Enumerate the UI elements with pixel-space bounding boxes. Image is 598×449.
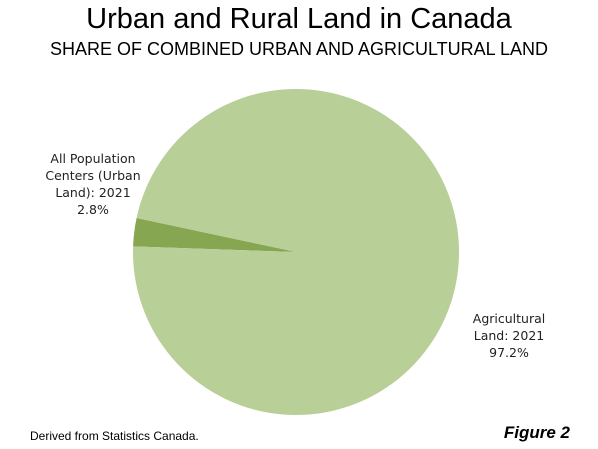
pie-slices — [133, 88, 460, 415]
source-note: Derived from Statistics Canada. — [30, 429, 199, 443]
urban-label-line-3: Land): 2021 — [55, 185, 131, 200]
urban-slice-label: All Population Centers (Urban Land): 202… — [38, 150, 148, 218]
urban-value-label: 2.8% — [77, 202, 109, 217]
agri-value-label: 97.2% — [489, 345, 529, 360]
chart-title: Urban and Rural Land in Canada — [86, 3, 512, 35]
figure-label: Figure 2 — [503, 423, 570, 442]
agricultural-slice-label: Agricultural Land: 2021 97.2% — [462, 310, 556, 361]
urban-label-line-1: All Population — [50, 151, 136, 166]
agri-label-line-2: Land: 2021 — [473, 328, 545, 343]
agricultural-land-slice — [133, 88, 460, 415]
agri-label-line-1: Agricultural — [472, 311, 546, 326]
urban-land-slice — [133, 218, 296, 252]
chart-subtitle: SHARE OF COMBINED URBAN AND AGRICULTURAL… — [49, 39, 549, 59]
urban-label-line-2: Centers (Urban — [45, 168, 141, 183]
